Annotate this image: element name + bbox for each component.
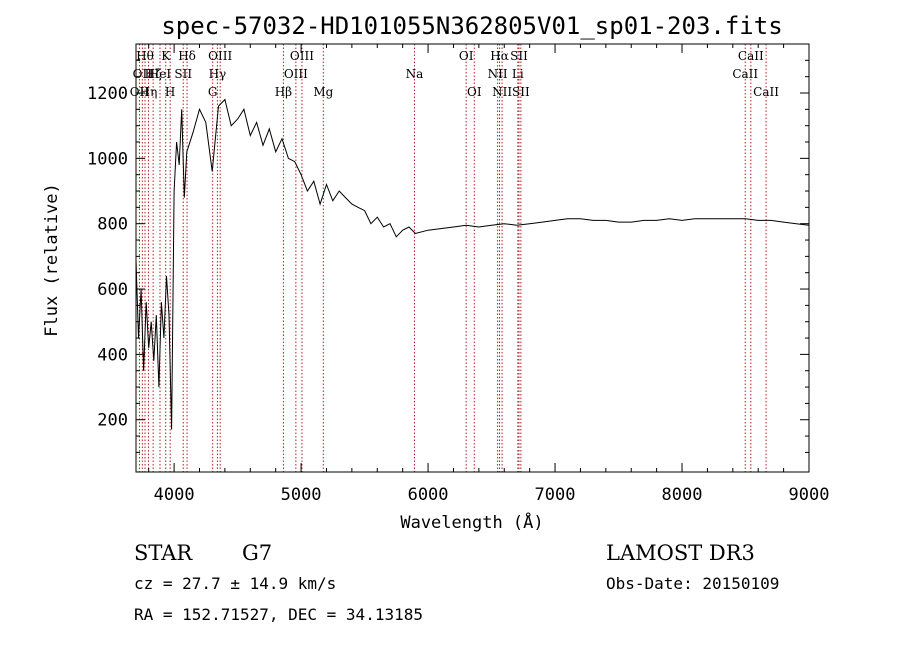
emission-line-label: SII (512, 85, 530, 99)
emission-line-label: Mg (313, 85, 333, 99)
emission-line-label: OII (133, 67, 153, 81)
emission-line-label: Hβ (275, 85, 292, 99)
y-tick-label: 1000 (87, 149, 128, 169)
emission-line-label: SII (174, 67, 192, 81)
emission-line-label: K (161, 49, 171, 63)
emission-line-label: G (208, 85, 218, 99)
emission-line-label: Hη (140, 85, 158, 99)
redshift-text: cz = 27.7 ± 14.9 km/s (134, 574, 336, 593)
y-tick-label: 200 (97, 411, 128, 431)
emission-line-label: Hγ (209, 67, 227, 81)
x-tick-label: 6000 (408, 485, 449, 505)
survey-label: LAMOST DR3 (606, 541, 755, 565)
emission-line-label: Hδ (178, 49, 196, 63)
emission-line-label: CaII (753, 85, 779, 99)
x-tick-label: 8000 (662, 485, 703, 505)
emission-line-label: CaII (738, 49, 764, 63)
obs-date-text: Obs-Date: 20150109 (606, 574, 779, 593)
emission-line-label: OIII (284, 67, 308, 81)
object-subclass: G7 (242, 541, 272, 565)
x-tick-label: 5000 (281, 485, 322, 505)
y-axis-ticks: 200 400 600 800 1000 1200 (87, 59, 809, 453)
emission-line-label: HeI (149, 67, 172, 81)
emission-line-label: NII (488, 67, 508, 81)
emission-line-label: Hζ (145, 67, 162, 81)
x-tick-label: 7000 (535, 485, 576, 505)
y-axis-label: Flux (relative) (42, 183, 62, 337)
emission-line-label: Na (406, 67, 424, 81)
emission-line-label: Hα (490, 49, 509, 63)
plot-frame (135, 43, 810, 473)
emission-line-label: OII (130, 85, 150, 99)
emission-line-label: CaII (732, 67, 758, 81)
x-tick-label: 4000 (154, 485, 195, 505)
coords-text: RA = 152.71527, DEC = 34.13185 (134, 605, 423, 624)
y-tick-label: 400 (97, 345, 128, 365)
emission-line-markers (138, 44, 767, 472)
emission-line-label: OI (459, 49, 474, 63)
emission-line-label: OIII (290, 49, 314, 63)
spectrum-line (135, 98, 810, 430)
object-class: STAR (134, 541, 193, 565)
x-tick-label: 9000 (789, 485, 830, 505)
x-axis-ticks: 4000 5000 6000 7000 8000 9000 (148, 44, 830, 505)
y-tick-label: 600 (97, 280, 128, 300)
emission-line-label: SII (510, 49, 528, 63)
emission-line-label: Hθ (136, 49, 154, 63)
spectrum-series (135, 98, 810, 430)
emission-line-label: Li (512, 67, 524, 81)
emission-line-label: NII (492, 85, 512, 99)
emission-line-label: H (165, 85, 175, 99)
x-axis-label: Wavelength (Å) (400, 511, 543, 533)
emission-line-label: OIII (208, 49, 232, 63)
y-tick-label: 1200 (87, 84, 128, 104)
chart-title: spec-57032-HD101055N362805V01_sp01-203.f… (161, 12, 782, 40)
emission-line-label: OI (467, 85, 482, 99)
y-tick-label: 800 (97, 215, 128, 235)
